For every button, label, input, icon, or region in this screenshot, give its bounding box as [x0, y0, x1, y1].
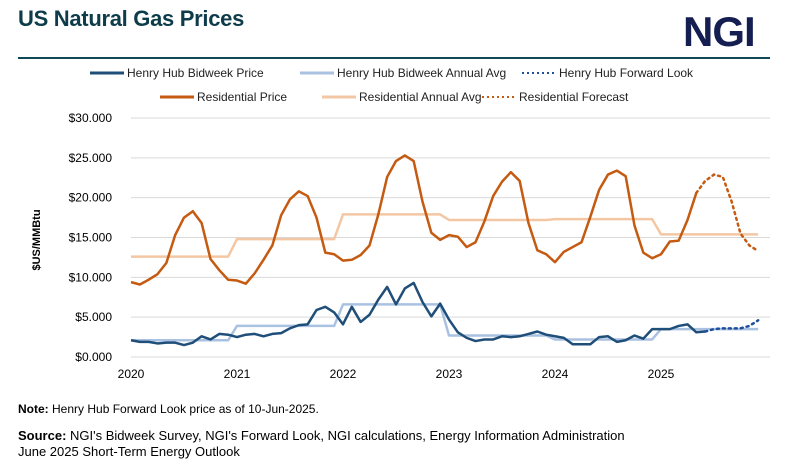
title-divider [18, 57, 770, 59]
series-line-residential-forecast [695, 173, 760, 253]
series-line-residential-annual-avg [131, 213, 759, 258]
x-tick-label: 2020 [118, 367, 145, 381]
x-tick-label: 2024 [542, 367, 569, 381]
y-tick-label: $20.000 [69, 191, 113, 205]
series-line-henry-hub-bidweek-price [130, 281, 706, 347]
note-text: Henry Hub Forward Look price as of 10-Ju… [52, 402, 319, 416]
legend-label: Residential Price [197, 90, 287, 104]
x-tick-label: 2021 [224, 367, 251, 381]
y-tick-label: $0.000 [75, 350, 112, 364]
line-chart: $0.000 $5.000 $10.000 $15.000 $20.000 $25.000… [31, 66, 770, 381]
x-tick-label: 2022 [330, 367, 357, 381]
y-tick-label: $10.000 [69, 270, 113, 284]
note-label: Note: [18, 402, 49, 416]
legend-label: Henry Hub Bidweek Annual Avg [337, 66, 506, 80]
source-text: NGI's Bidweek Survey, NGI's Forward Look… [70, 428, 625, 443]
legend-label: Residential Forecast [519, 90, 629, 104]
source-label: Source: [18, 428, 67, 443]
legend-label: Henry Hub Forward Look [559, 66, 694, 80]
series-line-henry-hub-bidweek-annual-avg [131, 303, 759, 342]
y-tick-label: $25.000 [69, 151, 113, 165]
page-title: US Natural Gas Prices [18, 6, 245, 31]
y-tick-label: $30.000 [69, 111, 113, 125]
y-axis-label: $US/MMBtu [31, 209, 43, 270]
chart-source: Source: NGI's Bidweek Survey, NGI's Forw… [18, 428, 625, 443]
ngi-logo: NGI [683, 8, 756, 55]
y-tick-label: $5.000 [75, 310, 112, 324]
x-tick-label: 2023 [436, 367, 463, 381]
chart-note: Note: Henry Hub Forward Look price as of… [18, 402, 319, 416]
legend-label: Residential Annual Avg [359, 90, 482, 104]
y-tick-label: $15.000 [69, 231, 113, 245]
x-tick-label: 2025 [648, 367, 675, 381]
source-line-2: June 2025 Short-Term Energy Outlook [18, 444, 240, 459]
series-line-residential-price [130, 154, 698, 286]
series-line-henry-hub-forward-look [703, 319, 760, 333]
legend-label: Henry Hub Bidweek Price [127, 66, 264, 80]
